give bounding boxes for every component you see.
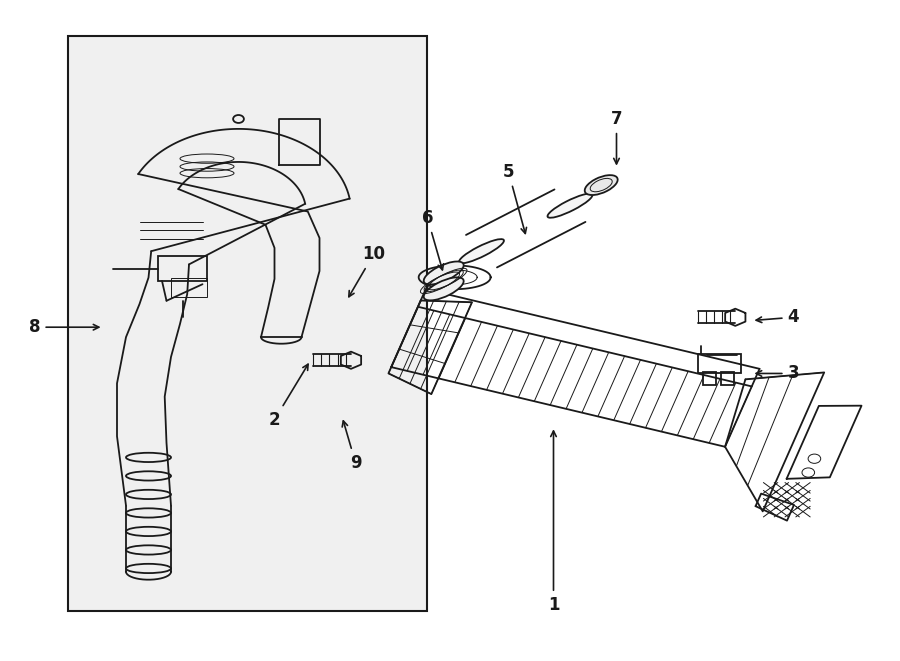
Ellipse shape (424, 262, 464, 284)
Text: 2: 2 (269, 364, 308, 429)
Text: 6: 6 (422, 209, 444, 270)
Bar (171, 278, 207, 297)
Text: 9: 9 (342, 421, 361, 472)
Bar (698, 354, 741, 373)
Bar (721, 372, 734, 385)
Bar (158, 256, 207, 281)
Text: 5: 5 (503, 163, 526, 233)
Text: 8: 8 (29, 318, 99, 336)
Ellipse shape (459, 239, 504, 263)
Text: 7: 7 (611, 110, 622, 164)
Text: 1: 1 (548, 431, 559, 614)
Bar (68, 36, 427, 611)
Bar (703, 372, 716, 385)
Text: 3: 3 (756, 364, 799, 383)
Text: 4: 4 (756, 308, 799, 327)
Ellipse shape (424, 278, 464, 300)
Ellipse shape (585, 175, 617, 195)
Text: 10: 10 (349, 245, 385, 297)
Ellipse shape (547, 194, 592, 217)
Bar (68, 36, 427, 611)
